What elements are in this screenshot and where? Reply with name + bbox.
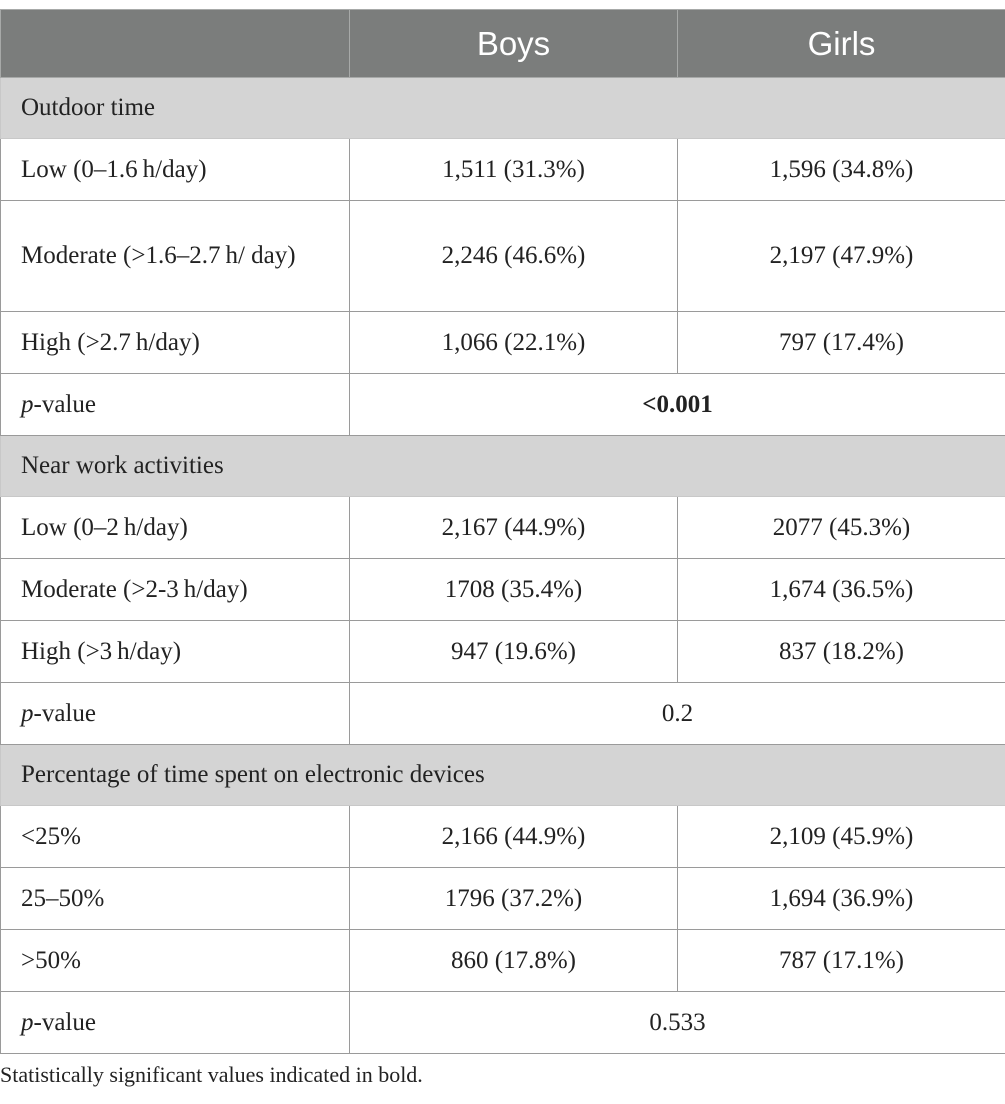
p-value-label-italic: p	[21, 1008, 34, 1036]
table-row: High (>3 h/day) 947 (19.6%) 837 (18.2%)	[0, 620, 1005, 683]
cell-girls: 797 (17.4%)	[677, 311, 1005, 374]
row-label: <25%	[0, 805, 350, 868]
p-value-label-rest: -value	[33, 699, 96, 727]
section-title: Percentage of time spent on electronic d…	[0, 744, 1005, 806]
row-label: Low (0–1.6 h/day)	[0, 138, 350, 201]
section-title: Outdoor time	[0, 77, 1005, 139]
p-value-label-italic: p	[21, 699, 34, 727]
cell-girls: 2,109 (45.9%)	[677, 805, 1005, 868]
cell-boys: 1,066 (22.1%)	[349, 311, 678, 374]
table-row: Low (0–1.6 h/day) 1,511 (31.3%) 1,596 (3…	[0, 138, 1005, 201]
table-row: Low (0–2 h/day) 2,167 (44.9%) 2077 (45.3…	[0, 496, 1005, 559]
p-value: 0.533	[349, 991, 1005, 1054]
header-cell-boys: Boys	[349, 9, 678, 78]
cell-girls: 837 (18.2%)	[677, 620, 1005, 683]
section-title: Near work activities	[0, 435, 1005, 497]
header-cell-girls: Girls	[677, 9, 1005, 78]
p-value-label-rest: -value	[33, 1008, 96, 1036]
p-value-label-rest: -value	[33, 390, 96, 418]
row-label: High (>2.7 h/day)	[0, 311, 350, 374]
p-value-label: p-value	[0, 991, 350, 1054]
cell-girls: 2,197 (47.9%)	[677, 200, 1005, 312]
table-footnote: Statistically significant values indicat…	[0, 1062, 423, 1087]
cell-boys: 2,166 (44.9%)	[349, 805, 678, 868]
table-row: High (>2.7 h/day) 1,066 (22.1%) 797 (17.…	[0, 311, 1005, 374]
cell-girls: 787 (17.1%)	[677, 929, 1005, 992]
cell-boys: 2,246 (46.6%)	[349, 200, 678, 312]
table-row: <25% 2,166 (44.9%) 2,109 (45.9%)	[0, 805, 1005, 868]
header-row: Boys Girls	[0, 9, 1005, 78]
cell-girls: 1,694 (36.9%)	[677, 867, 1005, 930]
p-value-label: p-value	[0, 373, 350, 436]
cell-boys: 2,167 (44.9%)	[349, 496, 678, 559]
p-value-row: p-value 0.533	[0, 991, 1005, 1054]
row-label: Moderate (>2-3 h/day)	[0, 558, 350, 621]
table-body: Outdoor time Low (0–1.6 h/day) 1,511 (31…	[0, 77, 1005, 1054]
row-label: 25–50%	[0, 867, 350, 930]
section-row: Outdoor time	[0, 77, 1005, 139]
cell-boys: 947 (19.6%)	[349, 620, 678, 683]
section-row: Near work activities	[0, 435, 1005, 497]
cell-girls: 1,596 (34.8%)	[677, 138, 1005, 201]
table-row: Moderate (>1.6–2.7 h/ day) 2,246 (46.6%)…	[0, 200, 1005, 312]
p-value-row: p-value <0.001	[0, 373, 1005, 436]
table-header: Boys Girls	[0, 9, 1005, 78]
p-value: 0.2	[349, 682, 1005, 745]
p-value-row: p-value 0.2	[0, 682, 1005, 745]
table-row: >50% 860 (17.8%) 787 (17.1%)	[0, 929, 1005, 992]
cell-boys: 1796 (37.2%)	[349, 867, 678, 930]
header-cell-label	[0, 9, 350, 78]
cell-boys: 1708 (35.4%)	[349, 558, 678, 621]
cell-girls: 2077 (45.3%)	[677, 496, 1005, 559]
cell-girls: 1,674 (36.5%)	[677, 558, 1005, 621]
row-label: High (>3 h/day)	[0, 620, 350, 683]
table-row: 25–50% 1796 (37.2%) 1,694 (36.9%)	[0, 867, 1005, 930]
section-row: Percentage of time spent on electronic d…	[0, 744, 1005, 806]
cell-boys: 1,511 (31.3%)	[349, 138, 678, 201]
cell-boys: 860 (17.8%)	[349, 929, 678, 992]
data-table: Boys Girls Outdoor time Low (0–1.6 h/day…	[0, 9, 1005, 1054]
p-value-label-italic: p	[21, 390, 34, 418]
row-label: Moderate (>1.6–2.7 h/ day)	[0, 200, 350, 312]
p-value: <0.001	[349, 373, 1005, 436]
row-label: Low (0–2 h/day)	[0, 496, 350, 559]
p-value-label: p-value	[0, 682, 350, 745]
row-label: >50%	[0, 929, 350, 992]
table-row: Moderate (>2-3 h/day) 1708 (35.4%) 1,674…	[0, 558, 1005, 621]
